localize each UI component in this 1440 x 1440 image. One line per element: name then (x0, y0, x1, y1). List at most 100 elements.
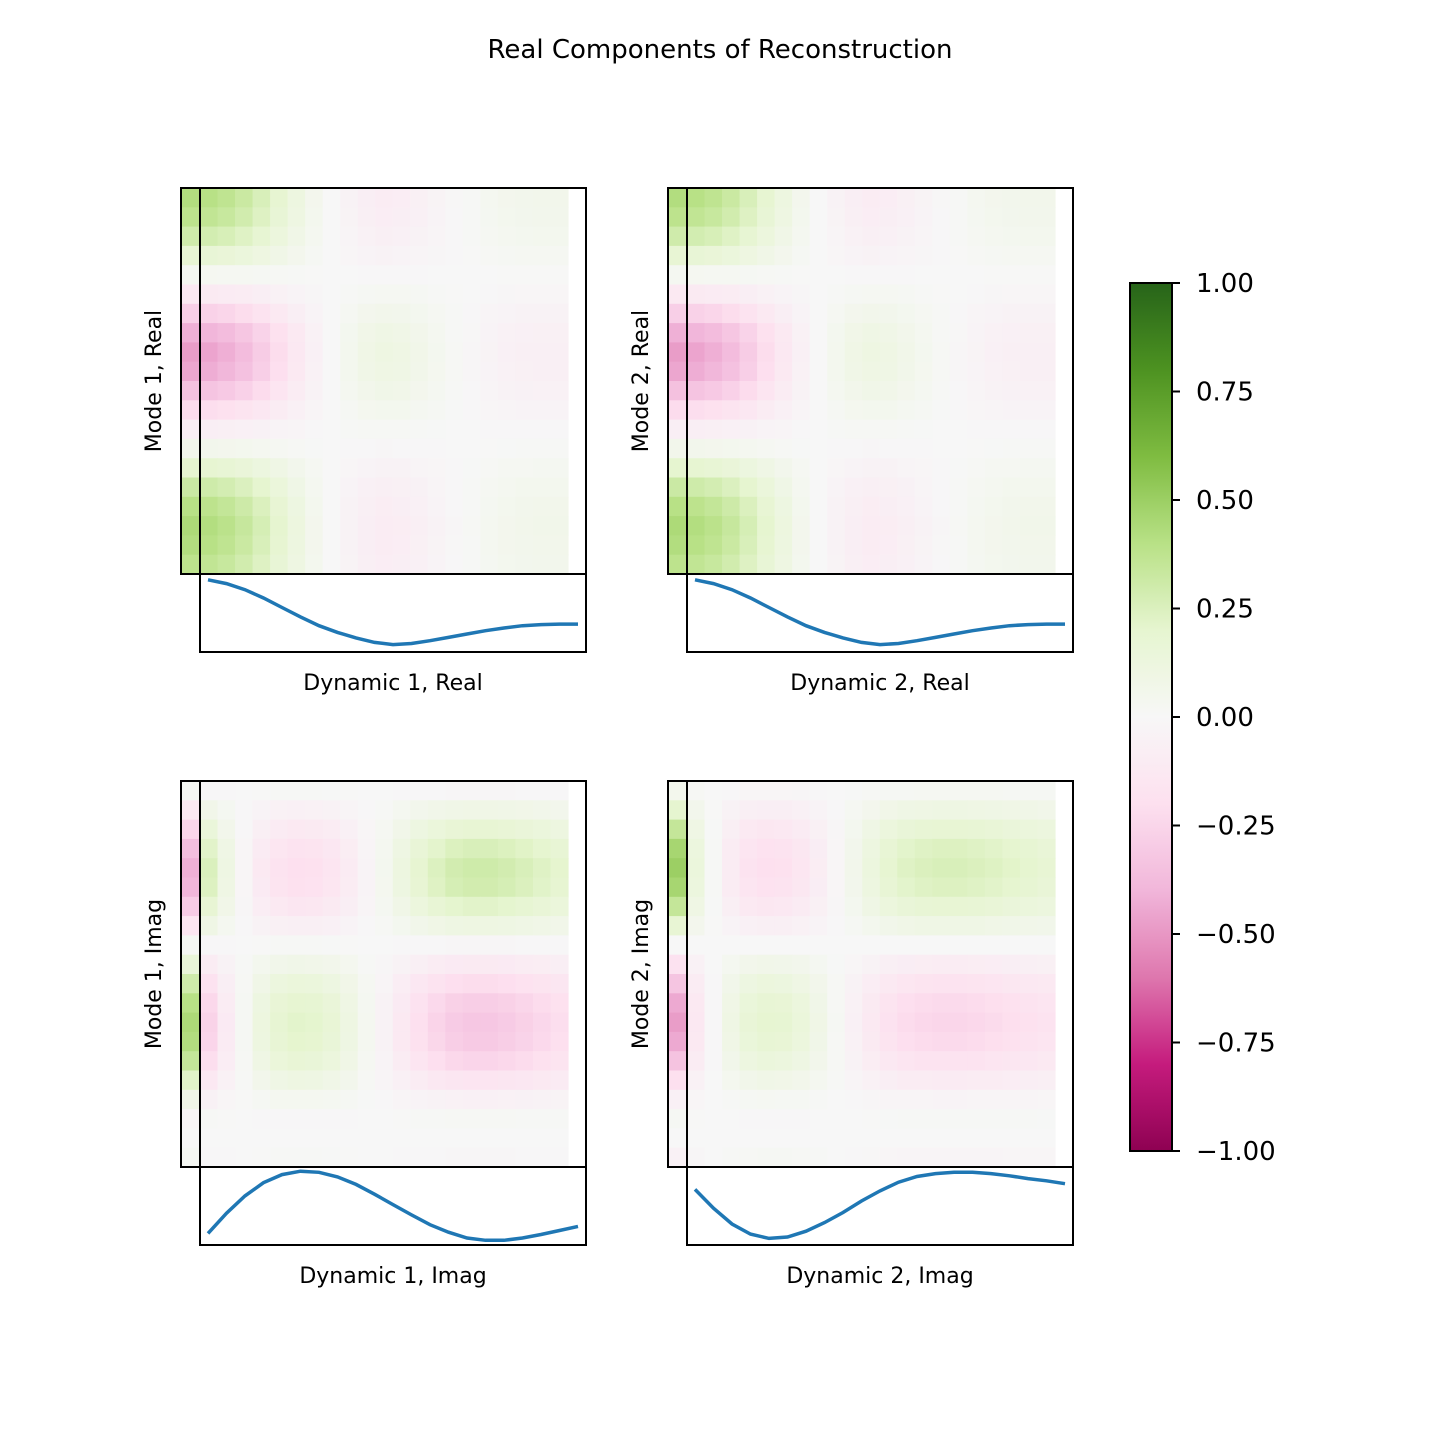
heatmap-cell (375, 516, 394, 536)
heatmap-cell (322, 516, 341, 536)
heatmap-cell (1037, 1147, 1056, 1168)
heatmap-cell (357, 819, 376, 840)
heatmap-cell (792, 554, 811, 575)
heatmap-cell (1019, 1070, 1039, 1091)
heatmap-cell (704, 419, 723, 440)
heatmap-cell (792, 516, 811, 536)
heatmap-cell (949, 1070, 968, 1091)
mode-cell (668, 535, 687, 556)
heatmap-cell (375, 554, 394, 575)
heatmap-cell (532, 323, 552, 343)
heatmap-cell (914, 1109, 933, 1129)
heatmap-cell (200, 1147, 219, 1168)
heatmap-cell (704, 858, 723, 879)
mode-cell (668, 323, 687, 343)
heatmap-cell (252, 323, 271, 343)
heatmap-cell (270, 535, 289, 556)
heatmap-cell (949, 496, 968, 517)
heatmap-cell (914, 858, 933, 879)
heatmap-cell (445, 477, 464, 498)
heatmap-cell (270, 303, 289, 324)
heatmap-cell (774, 858, 793, 879)
heatmap-cell (410, 1051, 429, 1072)
heatmap-cell (1002, 1128, 1021, 1149)
heatmap-cell (1002, 554, 1021, 575)
heatmap-cell (792, 993, 811, 1014)
heatmap-cell (532, 916, 552, 936)
heatmap-cell (462, 284, 481, 305)
heatmap-cell (252, 265, 271, 286)
heatmap-cell (809, 477, 828, 498)
heatmap-cell (862, 323, 881, 343)
heatmap-cell (515, 935, 534, 956)
heatmap-cell (200, 496, 219, 517)
heatmap-cell (809, 1051, 828, 1072)
heatmap-cell (480, 438, 499, 459)
heatmap-cell (827, 858, 846, 879)
heatmap-cell (967, 245, 986, 266)
heatmap-cell (252, 245, 271, 266)
heatmap-cell (739, 1012, 758, 1033)
heatmap-cell (722, 361, 741, 382)
heatmap-cell (270, 342, 289, 363)
heatmap-cell (235, 800, 254, 821)
heatmap-cell (462, 1012, 481, 1033)
heatmap-cell (357, 993, 376, 1014)
heatmap-cell (739, 954, 758, 975)
heatmap-cell (862, 877, 881, 898)
mode-cell (668, 207, 687, 228)
heatmap-cell (844, 458, 863, 479)
heatmap-cell (984, 1012, 1004, 1033)
colorbar: 1.000.750.500.250.00−0.25−0.50−0.75−1.00 (1129, 269, 1276, 1167)
heatmap-cell (932, 954, 951, 975)
colorbar-tick-label: 0.50 (1196, 486, 1254, 516)
heatmap-cell (914, 781, 933, 801)
heatmap-cell (392, 1051, 411, 1072)
heatmap-cell (357, 342, 376, 363)
heatmap-cell (1019, 1012, 1039, 1033)
heatmap-cell (757, 916, 776, 936)
heatmap-cell (515, 400, 534, 421)
heatmap-cell (1037, 265, 1056, 286)
heatmap-cell (984, 1031, 1004, 1052)
heatmap-cell (270, 935, 289, 956)
heatmap-cell (1019, 245, 1039, 266)
heatmap-cell (497, 993, 517, 1014)
heatmap-cell (914, 916, 933, 936)
heatmap-cell (1019, 265, 1039, 286)
heatmap-cell (305, 458, 324, 479)
heatmap-cell (809, 1089, 828, 1110)
heatmap-cell (392, 800, 411, 821)
heatmap-cell (984, 1070, 1004, 1091)
heatmap-cell (497, 896, 517, 917)
heatmap-cell (462, 188, 481, 208)
heatmap-cell (792, 265, 811, 286)
heatmap-cell (984, 438, 1004, 459)
heatmap-cell (1037, 1070, 1056, 1091)
heatmap-cell (287, 1070, 306, 1091)
heatmap-cell (375, 458, 394, 479)
heatmap-cell (532, 265, 552, 286)
mode-cell (181, 1109, 200, 1129)
heatmap-cell (480, 265, 499, 286)
heatmap-cell (879, 188, 898, 208)
heatmap-cell (445, 954, 464, 975)
heatmap-cell (967, 207, 986, 228)
heatmap-cell (515, 877, 534, 898)
heatmap-cell (462, 303, 481, 324)
heatmap-cell (687, 954, 706, 975)
heatmap-cell (287, 438, 306, 459)
heatmap-cell (532, 974, 552, 994)
heatmap-cell (792, 245, 811, 266)
heatmap-cell (897, 974, 916, 994)
heatmap-cell (550, 1147, 569, 1168)
heatmap-cell (879, 342, 898, 363)
heatmap-cell (427, 838, 446, 859)
heatmap-cell (322, 400, 341, 421)
heatmap-cell (305, 188, 324, 208)
heatmap-cell (532, 303, 552, 324)
heatmap-cell (704, 535, 723, 556)
heatmap-cell (340, 1109, 359, 1129)
reconstruction-heatmap (687, 781, 1056, 1168)
mode-cell (668, 361, 687, 382)
